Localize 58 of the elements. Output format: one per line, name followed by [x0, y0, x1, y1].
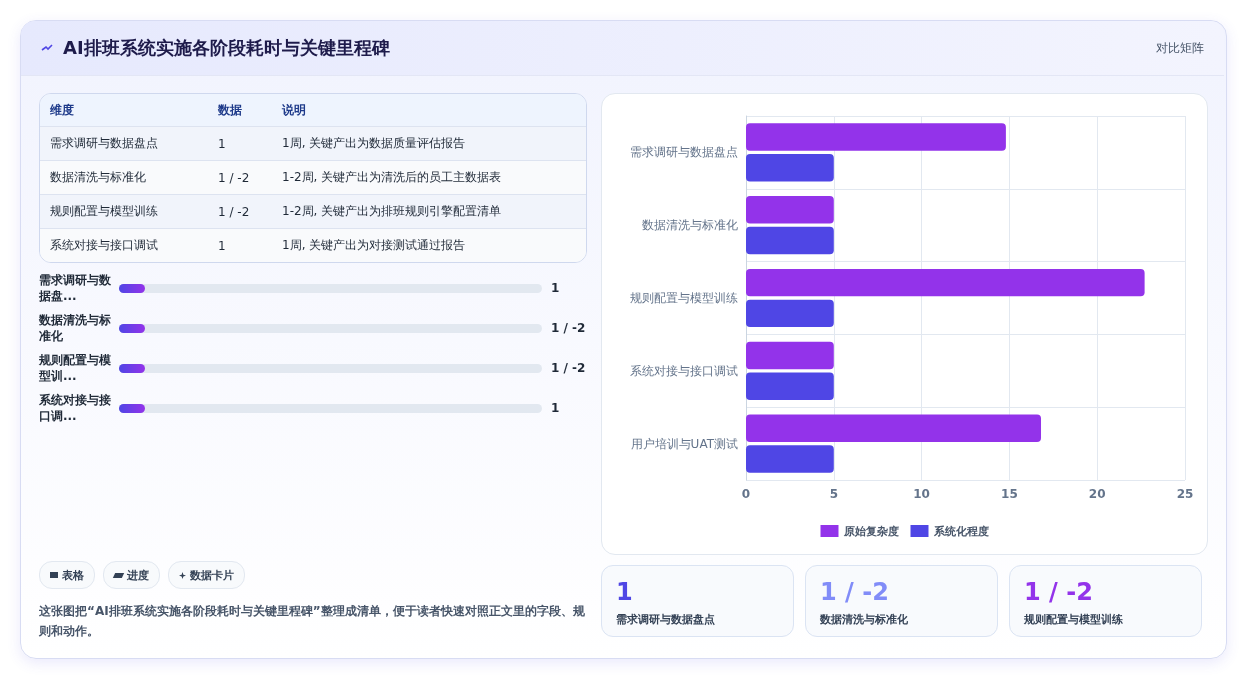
bar: [746, 268, 1145, 297]
text: 1 / -2: [820, 578, 890, 606]
text: 表格: [39, 561, 95, 589]
text: 维度: [49, 101, 75, 119]
text: 1 / -2: [551, 361, 586, 375]
text: 1周, 关键产出为数据质量评估报告: [282, 135, 466, 152]
bar: [746, 154, 834, 182]
y-tick-label: 系统对接与接口调试: [630, 363, 738, 378]
text: 1: [551, 281, 560, 295]
text: 数据清洗与标准化: [820, 612, 909, 627]
text: 1 / -2: [1024, 578, 1094, 606]
bar: [746, 226, 834, 255]
text: 1 / -2: [218, 170, 251, 185]
text: 系统对接与接口调试: [49, 237, 159, 254]
text: 数据卡片: [168, 561, 245, 589]
text: 进度: [103, 561, 160, 589]
x-tick-label: 15: [1001, 487, 1018, 501]
x-tick-label: 20: [1088, 487, 1106, 501]
y-tick-label: 规则配置与模型训练: [630, 291, 738, 305]
text: 1: [218, 238, 227, 253]
text: 数据: [218, 101, 243, 119]
text: 这张图把“AI排班系统实施各阶段耗时与关键里程碑”整理成清单，便于读者快速对照正文里的字段、规则和动作。: [39, 603, 586, 640]
bar: [746, 299, 834, 328]
text: 数据清洗与标准化: [39, 312, 112, 344]
bar: [746, 196, 834, 224]
bar: [746, 123, 1006, 151]
y-tick-label: 数据清洗与标准化: [642, 218, 738, 233]
text: 1: [218, 136, 227, 151]
bar: [746, 445, 834, 473]
text: 数据清洗与标准化: [49, 169, 147, 186]
text: 说明: [282, 101, 306, 119]
bar: [746, 341, 834, 370]
text: 1-2周, 关键产出为排班规则引擎配置清单: [282, 203, 502, 220]
legend-label: 原始复杂度: [842, 524, 899, 538]
text: 系统对接与接口调...: [39, 392, 112, 424]
text: 需求调研与数据盘点: [49, 135, 159, 152]
text: 1-2周, 关键产出为清洗后的员工主数据表: [282, 169, 502, 186]
x-tick-label: 25: [1176, 487, 1194, 501]
text: 1: [551, 401, 560, 415]
bar: [746, 372, 834, 400]
text: 1 / -2: [218, 204, 251, 219]
x-tick-label: 10: [913, 487, 930, 501]
text: 对比矩阵: [1156, 39, 1204, 57]
text: 1: [616, 578, 634, 606]
bar: [746, 414, 1042, 442]
text: 需求调研与数据盘...: [39, 272, 112, 304]
text: 规则配置与模型训...: [39, 352, 112, 384]
text: 规则配置与模型训练: [49, 203, 159, 220]
text: 1 / -2: [551, 321, 586, 335]
y-tick-label: 需求调研与数据盘点: [630, 145, 738, 160]
legend-label: 系统化程度: [932, 524, 989, 538]
text: AI排班系统实施各阶段耗时与关键里程碑: [63, 36, 390, 60]
x-tick-label: 5: [829, 487, 838, 501]
text: 规则配置与模型训练: [1024, 612, 1124, 627]
y-tick-label: 用户培训与UAT测试: [630, 436, 738, 451]
text: 1周, 关键产出为对接测试通过报告: [282, 237, 466, 254]
x-tick-label: 0: [741, 487, 751, 501]
text: 需求调研与数据盘点: [616, 612, 716, 627]
